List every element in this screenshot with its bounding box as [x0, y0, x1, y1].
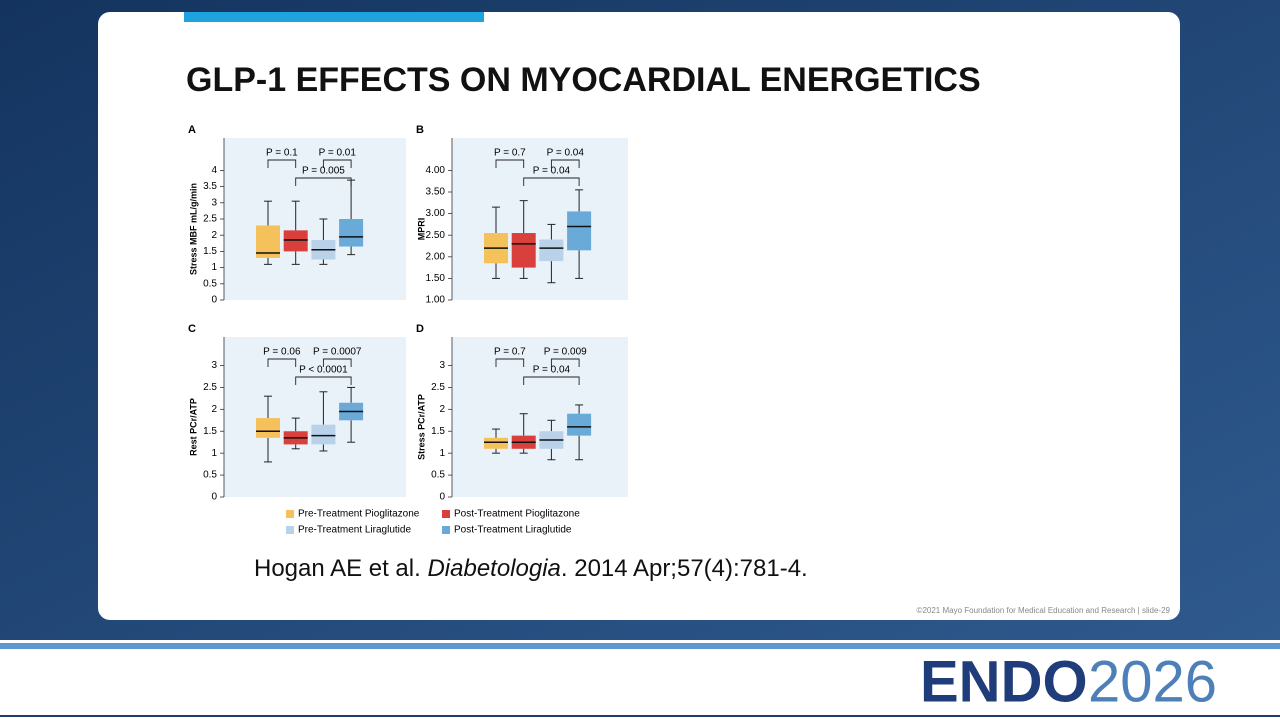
significance-bracket: [267, 159, 297, 168]
legend-swatch: [442, 526, 450, 534]
y-tick-label: 2.00: [426, 251, 446, 262]
significance-bracket: [322, 358, 352, 367]
footer-stripe: [0, 643, 1280, 649]
y-tick-label: 3: [439, 360, 445, 371]
y-tick-label: 0.5: [203, 470, 217, 481]
y-tick-label: 0.5: [203, 278, 217, 289]
y-tick-label: 2.5: [431, 382, 445, 393]
significance-bracket: [295, 376, 352, 385]
box: [484, 437, 508, 449]
p-value: P = 0.01: [319, 148, 357, 159]
box: [339, 219, 364, 247]
p-value: P = 0.06: [263, 347, 301, 358]
y-tick-label: 4: [211, 165, 217, 176]
y-tick-label: 3: [211, 197, 217, 208]
panel-label: B: [416, 124, 424, 136]
y-tick-label: 0: [211, 295, 217, 306]
y-tick-label: 2.50: [426, 230, 446, 241]
logo-brand: ENDO: [920, 649, 1088, 714]
significance-bracket: [550, 358, 580, 367]
y-axis-label: Stress MBF mL/g/min: [188, 183, 198, 275]
y-tick-label: 0.5: [431, 470, 445, 481]
plot-area: [224, 337, 406, 497]
significance-bracket: [523, 376, 580, 385]
panel-label: C: [188, 323, 196, 335]
y-tick-label: 2: [211, 404, 217, 415]
y-tick-label: 3.50: [426, 187, 446, 198]
y-tick-label: 3.5: [203, 181, 217, 192]
p-value: P = 0.005: [302, 166, 345, 177]
slide-title: GLP-1 EFFECTS ON MYOCARDIAL ENERGETICS: [186, 61, 981, 99]
logo-year: 2026: [1088, 649, 1217, 714]
significance-bracket: [295, 177, 352, 186]
plot-area: [452, 337, 628, 497]
panel-label: D: [416, 323, 424, 335]
y-axis-label: MPRI: [416, 218, 426, 241]
y-tick-label: 1.00: [426, 295, 446, 306]
y-tick-label: 1.50: [426, 273, 446, 284]
p-value: P = 0.04: [533, 365, 571, 376]
y-tick-label: 2.5: [203, 382, 217, 393]
citation-journal: Diabetologia: [427, 555, 560, 582]
y-tick-label: 0: [211, 492, 217, 503]
p-value: P = 0.04: [547, 148, 585, 159]
legend-label: Post-Treatment Pioglitazone: [454, 509, 580, 520]
slide-card: [98, 12, 1180, 620]
y-tick-label: 1: [211, 448, 217, 459]
y-tick-label: 2: [439, 404, 445, 415]
citation: Hogan AE et al. Diabetologia. 2014 Apr;5…: [254, 555, 808, 582]
box: [511, 233, 536, 268]
box: [311, 424, 336, 445]
legend-label: Pre-Treatment Pioglitazone: [298, 509, 420, 520]
footer-text: ©2021 Mayo Foundation for Medical Educat…: [917, 606, 1171, 615]
p-value: P < 0.0001: [299, 365, 348, 376]
citation-authors: Hogan AE et al.: [254, 555, 427, 582]
plot-area: [224, 138, 406, 300]
y-tick-label: 3: [211, 360, 217, 371]
footer-line: [0, 715, 1280, 717]
p-value: P = 0.0007: [313, 347, 362, 358]
accent-bar: [184, 12, 484, 22]
p-value: P = 0.04: [533, 166, 571, 177]
box: [567, 211, 592, 251]
box: [567, 413, 592, 436]
legend-label: Post-Treatment Liraglutide: [454, 525, 572, 536]
y-tick-label: 1.5: [203, 246, 217, 257]
p-value: P = 0.1: [266, 148, 298, 159]
y-tick-label: 2.5: [203, 214, 217, 225]
legend-label: Pre-Treatment Liraglutide: [298, 525, 411, 536]
p-value: P = 0.009: [544, 347, 587, 358]
box: [283, 230, 308, 252]
y-tick-label: 1: [211, 262, 217, 273]
p-value: P = 0.7: [494, 347, 526, 358]
y-tick-label: 4.00: [426, 165, 446, 176]
significance-bracket: [495, 159, 525, 168]
y-axis-label: Rest PCr/ATP: [188, 398, 198, 456]
legend-swatch: [286, 510, 294, 518]
legend-swatch: [286, 526, 294, 534]
significance-bracket: [322, 159, 352, 168]
y-tick-label: 1: [439, 448, 445, 459]
footer-band: [0, 640, 1280, 720]
y-tick-label: 1.5: [431, 426, 445, 437]
y-axis-label: Stress PCr/ATP: [416, 394, 426, 460]
y-tick-label: 0: [439, 492, 445, 503]
y-tick-label: 3.00: [426, 208, 446, 219]
citation-details: . 2014 Apr;57(4):781-4.: [561, 555, 808, 582]
box: [256, 418, 280, 438]
y-tick-label: 1.5: [203, 426, 217, 437]
y-tick-label: 2: [211, 230, 217, 241]
significance-bracket: [523, 177, 580, 186]
legend-swatch: [442, 510, 450, 518]
p-value: P = 0.7: [494, 148, 526, 159]
significance-bracket: [267, 358, 297, 367]
box: [539, 239, 564, 262]
significance-bracket: [550, 159, 580, 168]
significance-bracket: [495, 358, 525, 367]
plot-area: [452, 138, 628, 300]
panel-label: A: [188, 124, 196, 136]
